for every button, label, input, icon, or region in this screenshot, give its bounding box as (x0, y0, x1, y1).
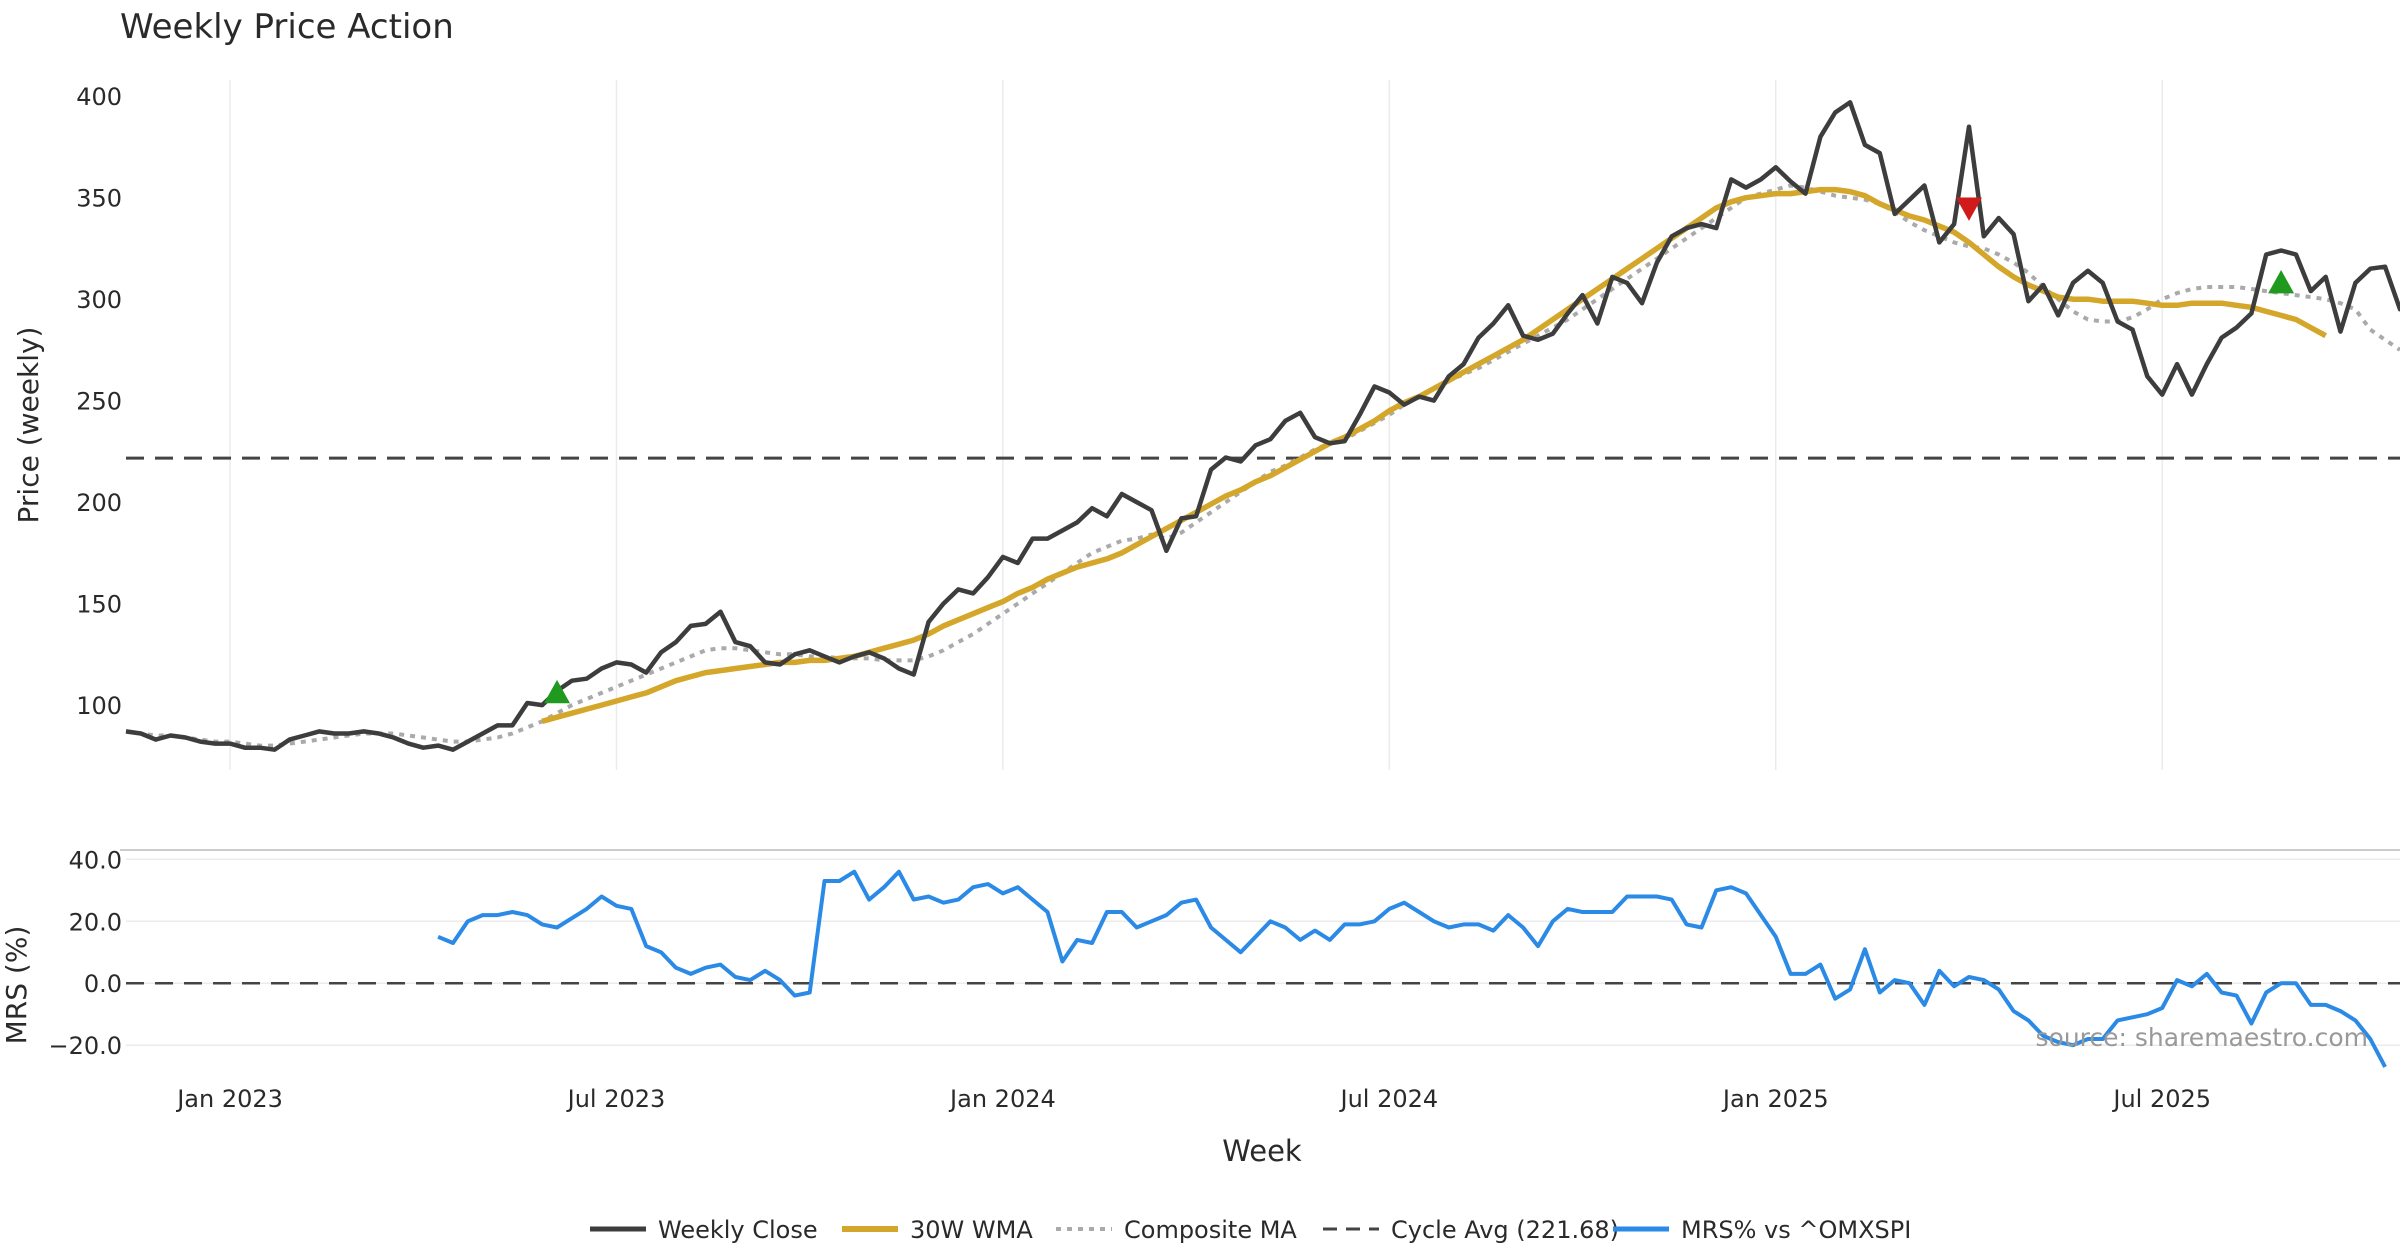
series-lines (125, 100, 2400, 1068)
mrs-y-tick-label: 20.0 (69, 908, 122, 936)
price-y-axis: 100 150 200 250 300 350 400 (76, 83, 122, 720)
price-y-tick-label: 250 (76, 388, 122, 416)
mrs-y-tick-label: −20.0 (48, 1032, 122, 1060)
vertical-gridlines (126, 80, 2400, 1046)
legend-label-wma: 30W WMA (910, 1216, 1033, 1244)
x-tick-label: Jul 2024 (1338, 1085, 1438, 1113)
mrs-line (437, 869, 2387, 1068)
x-tick-label: Jan 2024 (948, 1085, 1056, 1113)
x-tick-label: Jul 2025 (2111, 1085, 2211, 1113)
buy-marker (544, 679, 571, 704)
price-y-tick-label: 300 (76, 286, 122, 314)
weekly-close-line (125, 100, 2400, 752)
x-tick-label: Jan 2025 (1721, 1085, 1829, 1113)
x-axis-ticks: Jan 2023 Jul 2023 Jan 2024 Jul 2024 Jan 2025… (175, 1085, 2211, 1113)
legend-label-cycle: Cycle Avg (221.68) (1391, 1216, 1619, 1244)
x-tick-label: Jan 2023 (175, 1085, 283, 1113)
price-y-tick-label: 150 (76, 591, 122, 619)
mrs-y-axis: −20.0 0.0 20.0 40.0 (48, 846, 122, 1060)
legend-label-mrs: MRS% vs ^OMXSPI (1681, 1216, 1911, 1244)
mrs-axis-label: MRS (%) (0, 926, 33, 1045)
mrs-y-tick-label: 40.0 (69, 846, 122, 874)
sell-marker (1955, 197, 1982, 221)
source-note: source: sharemaestro.com (2036, 1023, 2369, 1052)
x-tick-label: Jul 2023 (566, 1085, 666, 1113)
signal-markers (544, 197, 2295, 704)
wma-30w-line (541, 186, 2328, 724)
price-y-tick-label: 400 (76, 83, 122, 111)
price-axis-label: Price (weekly) (12, 327, 45, 524)
price-y-tick-label: 100 (76, 692, 122, 720)
chart-title: Weekly Price Action (120, 7, 454, 47)
mrs-y-tick-label: 0.0 (84, 970, 122, 998)
price-y-tick-label: 200 (76, 489, 122, 517)
buy-marker (2268, 269, 2295, 294)
x-axis-label: Week (1222, 1134, 1302, 1168)
price-y-tick-label: 350 (76, 185, 122, 213)
legend-label-close: Weekly Close (658, 1216, 818, 1244)
legend-label-composite: Composite MA (1124, 1216, 1297, 1244)
legend: Weekly Close 30W WMA Composite MA Cycle Avg… (590, 1216, 1911, 1244)
composite-ma-line (125, 183, 2400, 748)
